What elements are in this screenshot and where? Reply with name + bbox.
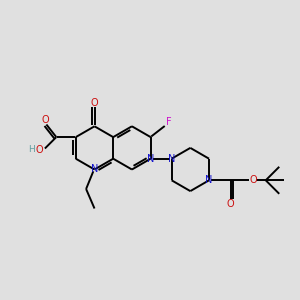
Text: N: N — [147, 154, 154, 164]
Text: N: N — [205, 175, 213, 185]
Text: N: N — [91, 164, 98, 175]
Text: O: O — [91, 98, 98, 108]
Text: O: O — [41, 115, 49, 125]
Text: O: O — [36, 145, 44, 155]
Text: O: O — [249, 175, 256, 185]
Text: O: O — [227, 199, 234, 209]
Text: H: H — [28, 145, 34, 154]
Text: N: N — [168, 154, 175, 164]
Text: F: F — [167, 116, 172, 127]
